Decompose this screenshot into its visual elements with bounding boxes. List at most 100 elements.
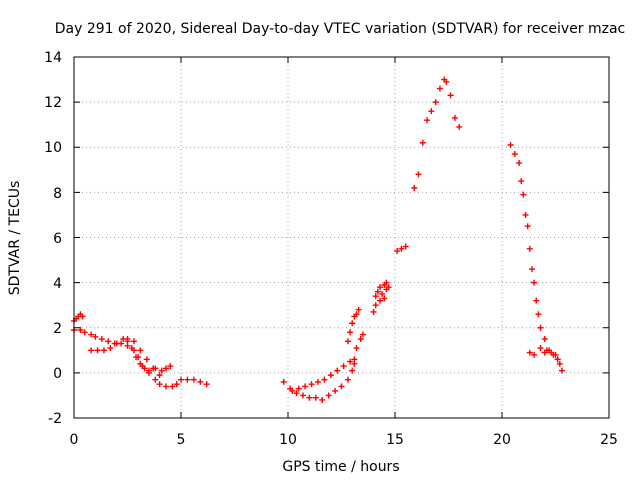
data-point xyxy=(518,178,525,185)
data-point xyxy=(541,336,548,343)
axis-ticks xyxy=(73,56,610,419)
data-point xyxy=(169,383,176,390)
data-point xyxy=(299,392,306,399)
data-point xyxy=(394,248,401,255)
chart-title: Day 291 of 2020, Sidereal Day-to-day VTE… xyxy=(55,21,625,37)
data-point xyxy=(558,367,565,374)
data-point xyxy=(520,191,527,198)
data-point xyxy=(88,347,95,354)
data-point xyxy=(81,329,88,336)
data-point xyxy=(293,390,300,397)
data-point xyxy=(77,327,84,334)
data-point xyxy=(327,372,334,379)
y-tick-label: 14 xyxy=(44,50,62,66)
data-point xyxy=(526,245,533,252)
data-point xyxy=(137,360,144,367)
data-point xyxy=(163,365,170,372)
data-point xyxy=(128,345,135,352)
data-point xyxy=(398,245,405,252)
data-point xyxy=(302,383,309,390)
data-point xyxy=(383,279,390,286)
data-point xyxy=(541,349,548,356)
series-group xyxy=(507,141,565,374)
x-tick-label: 0 xyxy=(70,432,79,448)
data-point xyxy=(338,383,345,390)
data-point xyxy=(359,331,366,338)
data-point xyxy=(537,324,544,331)
series-group xyxy=(124,336,163,379)
data-point xyxy=(349,367,356,374)
data-point xyxy=(133,354,140,361)
data-point xyxy=(456,123,463,130)
data-point xyxy=(152,376,159,383)
data-point xyxy=(443,78,450,85)
data-point xyxy=(419,139,426,146)
data-point xyxy=(319,396,326,403)
data-point xyxy=(306,394,313,401)
series-group xyxy=(71,311,86,324)
data-point xyxy=(92,333,99,340)
data-point xyxy=(533,297,540,304)
data-point xyxy=(377,297,384,304)
data-point xyxy=(156,372,163,379)
y-tick-label: 2 xyxy=(53,321,62,337)
data-point xyxy=(381,295,388,302)
data-point xyxy=(197,378,204,385)
data-point xyxy=(143,356,150,363)
data-point xyxy=(524,223,531,230)
data-point xyxy=(451,114,458,121)
data-point xyxy=(325,392,332,399)
data-point xyxy=(141,365,148,372)
data-point xyxy=(295,385,302,392)
y-tick-label: 8 xyxy=(53,186,62,202)
data-point xyxy=(377,284,384,291)
data-point xyxy=(511,151,518,158)
series-group xyxy=(344,306,362,345)
data-point xyxy=(130,338,137,345)
data-point xyxy=(528,266,535,273)
data-point xyxy=(321,376,328,383)
data-point xyxy=(178,376,184,383)
data-point xyxy=(531,279,538,286)
y-tick-label: 6 xyxy=(53,231,62,247)
data-point xyxy=(556,360,563,367)
data-points xyxy=(71,76,565,403)
data-point xyxy=(411,184,418,191)
data-point xyxy=(289,387,296,394)
data-point xyxy=(355,306,362,313)
data-point xyxy=(88,331,95,338)
data-point xyxy=(344,376,351,383)
data-point xyxy=(79,313,86,320)
series-group xyxy=(526,345,561,363)
x-axis-label: GPS time / hours xyxy=(282,459,399,475)
x-tick-label: 15 xyxy=(386,432,404,448)
data-point xyxy=(113,340,120,347)
data-point xyxy=(372,302,379,309)
series-group xyxy=(88,336,174,374)
data-point xyxy=(308,381,315,388)
series-group xyxy=(71,327,210,390)
data-point xyxy=(402,243,409,250)
data-point xyxy=(379,290,386,297)
data-point xyxy=(447,92,454,99)
data-point xyxy=(158,367,165,374)
data-point xyxy=(537,345,544,352)
x-tick-label: 20 xyxy=(493,432,511,448)
data-point xyxy=(340,363,347,370)
data-point xyxy=(94,347,101,354)
data-point xyxy=(203,381,210,388)
data-point xyxy=(280,378,287,385)
data-point xyxy=(156,381,163,388)
data-point xyxy=(372,293,379,300)
y-tick-label: 10 xyxy=(44,140,62,156)
data-point xyxy=(507,141,514,148)
data-point xyxy=(374,288,381,295)
data-point xyxy=(516,160,523,167)
x-tick-label: 25 xyxy=(600,432,618,448)
data-point xyxy=(522,211,529,218)
data-point xyxy=(98,336,105,343)
data-point xyxy=(347,358,354,365)
data-point xyxy=(167,363,174,370)
data-point xyxy=(347,329,354,336)
